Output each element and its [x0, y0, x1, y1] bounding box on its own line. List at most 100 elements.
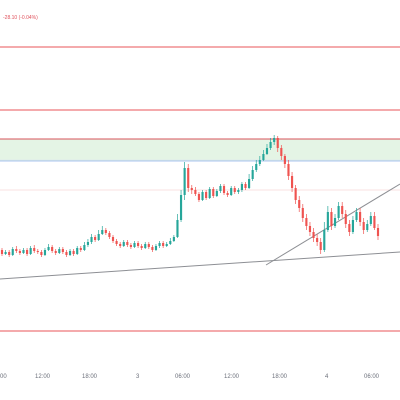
candle-body — [323, 230, 326, 250]
candle-body — [208, 189, 211, 198]
x-tick-label: 12:00 — [35, 374, 51, 380]
candle-body — [326, 212, 329, 230]
candle-body — [258, 160, 261, 164]
candle-body — [4, 252, 7, 254]
candle-body — [165, 244, 168, 246]
x-tick-label: 18:00 — [82, 374, 98, 380]
candle-body — [319, 242, 322, 250]
candle-body — [115, 241, 118, 244]
candle-body — [76, 248, 79, 254]
candle-body — [212, 189, 215, 196]
candle-body — [230, 188, 233, 195]
candle-body — [25, 250, 29, 254]
candle-body — [301, 208, 304, 218]
candle-body — [222, 186, 226, 193]
candle-body — [79, 248, 82, 250]
candle-body — [176, 220, 179, 237]
candle-body — [337, 206, 340, 218]
candle-body — [305, 218, 308, 226]
candle-body — [369, 216, 372, 224]
candles-group — [0, 135, 380, 257]
candle-body — [240, 184, 243, 190]
candle-body — [126, 242, 129, 245]
candle-body — [333, 218, 337, 226]
candle-body — [244, 184, 247, 188]
candle-body — [187, 168, 190, 188]
candle-body — [147, 244, 150, 247]
long-trendline — [0, 251, 400, 280]
candle-body — [104, 230, 107, 233]
candle-body — [158, 243, 161, 246]
candle-body — [265, 148, 269, 154]
candle-body — [215, 191, 218, 196]
candle-body — [373, 216, 376, 228]
candle-body — [97, 234, 100, 240]
x-tick-label: 12:00 — [224, 374, 240, 380]
candle-body — [0, 250, 4, 254]
candle-body — [205, 192, 208, 198]
candle-body — [51, 247, 54, 251]
candle-body — [376, 228, 380, 236]
candle-body — [8, 252, 11, 255]
candle-body — [108, 233, 111, 237]
candle-body — [308, 226, 312, 232]
candle-body — [94, 237, 97, 240]
rising-trendline — [265, 183, 400, 266]
candle-body — [251, 170, 254, 179]
candle-body — [54, 251, 57, 253]
candle-body — [72, 251, 75, 254]
candle-body — [183, 168, 186, 195]
candle-body — [348, 224, 351, 232]
candle-body — [312, 232, 315, 238]
candle-body — [169, 241, 172, 244]
candle-body — [144, 244, 147, 248]
candle-body — [40, 252, 43, 255]
candle-body — [15, 249, 18, 251]
candle-body — [133, 243, 136, 247]
candle-body — [226, 193, 229, 195]
candle-body — [172, 237, 175, 241]
supply-zone — [0, 139, 400, 161]
x-tick-label: 06:00 — [175, 374, 191, 380]
candle-body — [255, 164, 258, 170]
x-tick-label: 4 — [325, 374, 329, 380]
candle-body — [111, 237, 115, 241]
candle-body — [219, 186, 222, 191]
candle-body — [33, 248, 36, 251]
candle-body — [47, 247, 50, 250]
candle-body — [151, 247, 154, 250]
candle-body — [355, 212, 358, 220]
x-tick-label: 3 — [136, 374, 140, 380]
x-tick-label: 00 — [0, 374, 7, 380]
x-axis: 00 12:00 18:00 3 06:00 12:00 18:00 4 06:… — [0, 374, 380, 380]
candle-body — [162, 243, 165, 246]
candle-body — [29, 248, 32, 254]
candle-body — [248, 179, 251, 188]
candle-body — [316, 238, 319, 242]
candle-body — [194, 190, 197, 194]
price-change-text: -28.10 (-0.04%) — [3, 15, 38, 21]
candle-body — [190, 188, 193, 190]
candle-body — [68, 251, 72, 255]
candle-body — [11, 249, 14, 255]
candle-body — [197, 194, 201, 200]
candle-body — [129, 245, 132, 247]
candle-body — [273, 138, 276, 142]
candle-body — [154, 246, 158, 250]
candle-body — [22, 250, 25, 253]
candle-body — [18, 251, 21, 253]
candle-body — [269, 142, 272, 148]
candle-body — [140, 246, 143, 248]
candle-body — [122, 242, 125, 246]
candle-body — [280, 148, 283, 156]
candle-body — [341, 206, 344, 214]
candle-body — [137, 243, 140, 246]
candle-body — [287, 164, 290, 176]
candle-body — [36, 251, 39, 252]
candle-body — [344, 214, 347, 224]
x-tick-label: 18:00 — [272, 374, 288, 380]
candle-body — [237, 190, 240, 192]
candle-body — [294, 188, 297, 200]
